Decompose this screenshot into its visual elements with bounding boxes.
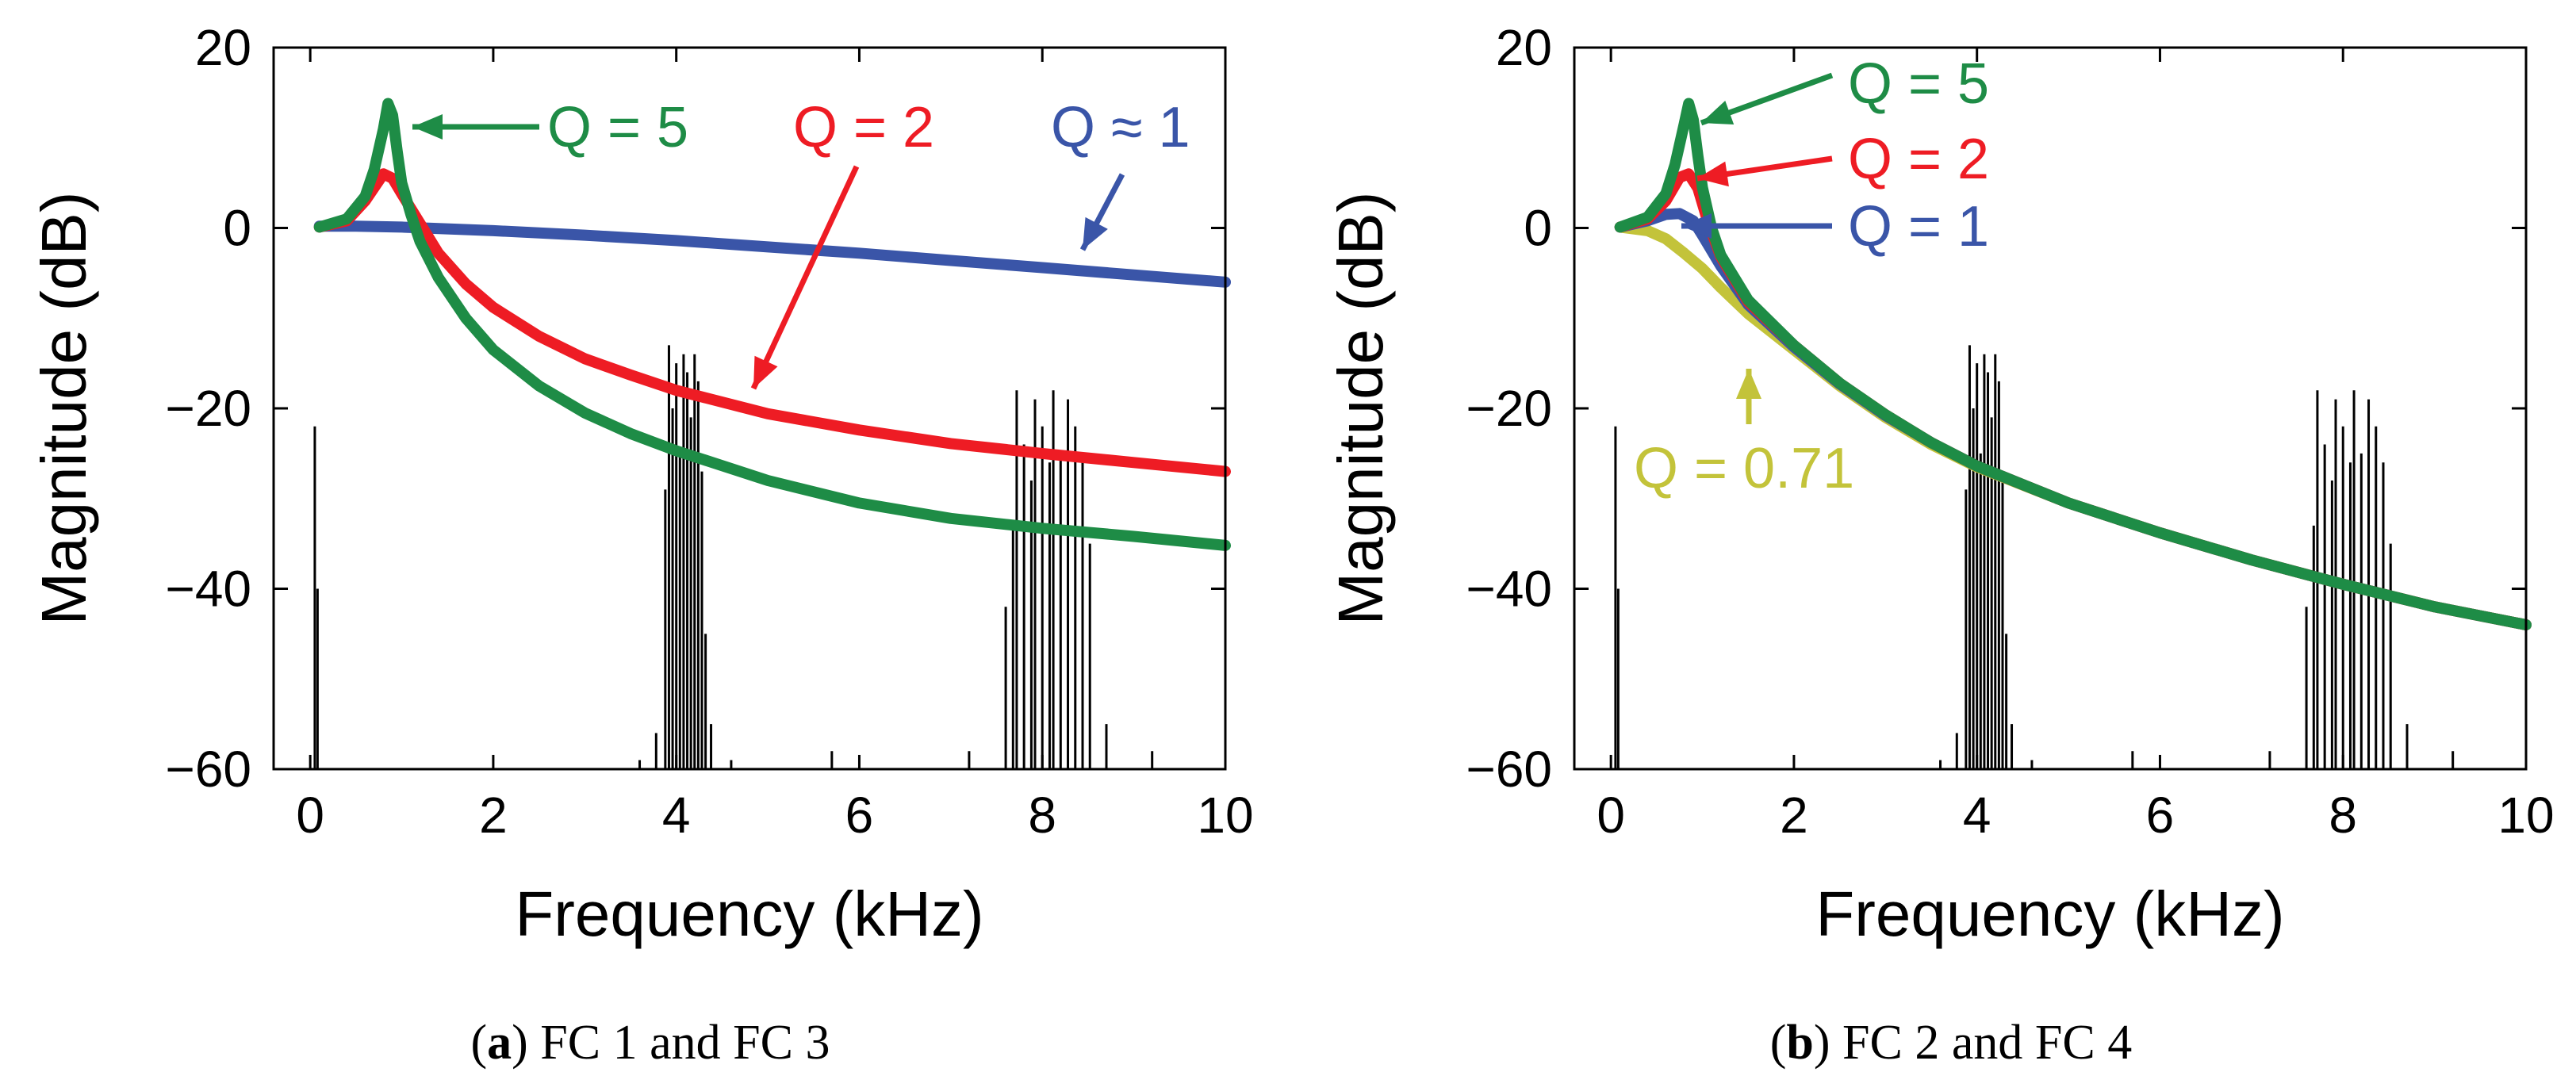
annotation-arrowhead [1736, 369, 1761, 399]
caption-open-paren: ( [1770, 1016, 1787, 1070]
caption-text: FC 2 and FC 4 [1842, 1016, 2132, 1070]
x-tick-label: 2 [479, 787, 508, 844]
annotation-label: Q = 2 [793, 96, 934, 159]
annotation-label: Q ≈ 1 [1051, 96, 1190, 159]
y-axis-label: Magnitude (dB) [29, 192, 99, 626]
y-tick-label: −40 [165, 561, 251, 618]
series-line-q-2 [313, 168, 1231, 477]
y-tick-label: −60 [1466, 741, 1552, 798]
x-tick-label: 6 [2146, 787, 2175, 844]
spectrum-group [1614, 345, 2455, 769]
chart-panel-b: 0 2 4 6 8 10 20 0 −20 −40 −60 Frequency (kHz) Magnit… [1325, 19, 2555, 1070]
x-tick-label: 6 [845, 787, 874, 844]
annotation-label: Q = 2 [1848, 128, 1989, 191]
annotation-arrowhead [753, 355, 778, 389]
x-axis-label: Frequency (kHz) [515, 879, 983, 949]
y-tick-label: 0 [223, 200, 251, 257]
x-tick-label: 8 [2329, 787, 2357, 844]
annotation-label: Q = 1 [1848, 195, 1989, 258]
y-tick-label: 0 [1524, 200, 1552, 257]
panel-caption: (a) FC 1 and FC 3 [470, 1016, 830, 1070]
x-tick-label: 10 [1197, 787, 1253, 844]
series-line-q-1 [313, 220, 1231, 288]
x-tick-label: 2 [1780, 787, 1808, 844]
y-tick-label: 20 [1496, 19, 1552, 76]
spectrum-group [313, 345, 1154, 769]
annotation-arrow [750, 165, 860, 390]
x-tick-label: 0 [1597, 787, 1625, 844]
annotation-label: Q = 5 [1848, 52, 1989, 116]
series-line-q-5 [1614, 98, 2532, 630]
caption-letter: a [487, 1016, 512, 1070]
x-tick-label: 4 [1963, 787, 1991, 844]
chart-panel-a: 0 2 4 6 8 10 20 0 −20 −40 −60 Frequency (kHz) Magnit… [29, 19, 1254, 1070]
x-axis-label: Frequency (kHz) [1815, 879, 2284, 949]
caption-letter: b [1786, 1016, 1813, 1070]
caption-text: FC 1 and FC 3 [540, 1016, 830, 1070]
x-tick-label: 8 [1028, 787, 1056, 844]
caption-close-paren: ) [1814, 1016, 1842, 1070]
annotation-label: Q = 5 [547, 96, 688, 159]
annotation-arrowhead [1681, 213, 1712, 239]
y-axis-label: Magnitude (dB) [1325, 192, 1396, 626]
x-tick-label: 4 [662, 787, 691, 844]
annotation-arrowhead [1701, 100, 1735, 125]
x-tick-label: 0 [296, 787, 324, 844]
panel-caption: (b) FC 2 and FC 4 [1770, 1016, 2133, 1070]
y-tick-label: −20 [1466, 380, 1552, 437]
y-tick-label: −20 [165, 380, 251, 437]
y-tick-label: 20 [195, 19, 251, 76]
caption-open-paren: ( [470, 1016, 487, 1070]
caption-close-paren: ) [512, 1016, 540, 1070]
annotation-arrowhead [412, 114, 443, 140]
annotation-arrowhead [1697, 161, 1729, 187]
annotation-label: Q = 0.71 [1634, 437, 1854, 500]
x-tick-label: 10 [2497, 787, 2554, 844]
y-tick-label: −40 [1466, 561, 1552, 618]
series-line-q-5 [313, 98, 1231, 551]
annotation-arrowhead [1083, 216, 1108, 250]
y-tick-label: −60 [165, 741, 251, 798]
